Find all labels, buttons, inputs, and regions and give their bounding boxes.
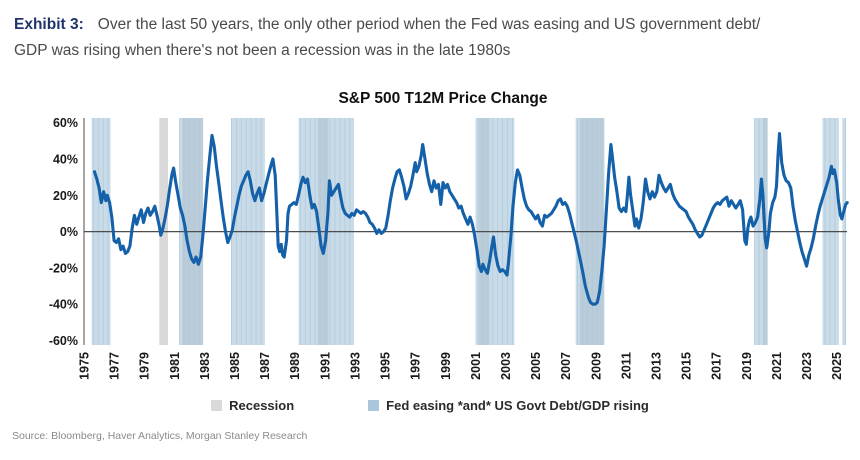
x-tick-label: 2011: [619, 352, 633, 379]
legend-item-recession: Recession: [211, 398, 294, 413]
legend-item-fed-easing: Fed easing *and* US Govt Debt/GDP rising: [368, 398, 649, 413]
x-tick-label: 2009: [589, 352, 603, 380]
x-tick-label: 1987: [258, 352, 272, 380]
exhibit-header-line1: Exhibit 3: Over the last 50 years, the on…: [14, 12, 846, 38]
exhibit-text-line2: GDP was rising when there's not been a r…: [14, 42, 511, 59]
x-tick-label: 2025: [830, 352, 844, 380]
x-tick-label: 1979: [138, 352, 152, 380]
x-tick-label: 2015: [680, 352, 694, 380]
y-tick-label: -40%: [49, 298, 78, 312]
x-tick-label: 2021: [770, 352, 784, 380]
x-tick-label: 2007: [559, 352, 573, 380]
y-tick-label: -60%: [49, 334, 78, 348]
x-tick-label: 1983: [198, 352, 212, 380]
source-note: Source: Bloomberg, Haver Analytics, Morg…: [12, 430, 308, 442]
x-tick-label: 1999: [439, 352, 453, 380]
price-change-line: [92, 132, 849, 306]
exhibit-header: Exhibit 3: Over the last 50 years, the on…: [14, 12, 846, 64]
exhibit-label: Exhibit 3:: [14, 16, 84, 33]
y-tick-label: 0%: [60, 225, 78, 239]
legend-label-fed-easing: Fed easing *and* US Govt Debt/GDP rising: [386, 398, 649, 413]
x-tick-label: 2003: [499, 352, 513, 380]
chart-legend: Recession Fed easing *and* US Govt Debt/…: [0, 398, 860, 413]
x-tick-label: 1993: [349, 352, 363, 380]
x-tick-label: 1985: [228, 352, 242, 380]
fed-easing-swatch-icon: [368, 400, 380, 411]
chart-title: S&P 500 T12M Price Change: [338, 90, 548, 107]
x-tick-label: 2023: [800, 352, 814, 380]
x-tick-label: 2001: [469, 352, 483, 380]
x-tick-label: 1975: [78, 352, 92, 380]
y-tick-label: 60%: [53, 116, 78, 130]
x-tick-label: 2005: [529, 352, 543, 380]
x-tick-label: 1997: [409, 352, 423, 380]
x-tick-label: 1977: [108, 352, 122, 380]
x-tick-label: 1995: [379, 352, 393, 380]
x-tick-label: 1989: [288, 352, 302, 380]
x-tick-label: 2019: [740, 352, 754, 380]
x-tick-label: 2013: [650, 352, 664, 380]
x-tick-label: 1981: [168, 352, 182, 380]
legend-label-recession: Recession: [229, 398, 295, 413]
y-tick-label: -20%: [49, 261, 78, 275]
x-tick-label: 2017: [710, 352, 724, 380]
x-tick-label: 1991: [318, 352, 332, 380]
y-tick-label: 40%: [53, 153, 78, 167]
recession-swatch-icon: [211, 400, 223, 411]
y-tick-label: 20%: [53, 189, 78, 203]
exhibit-text-line1: Over the last 50 years, the only other p…: [97, 16, 761, 33]
